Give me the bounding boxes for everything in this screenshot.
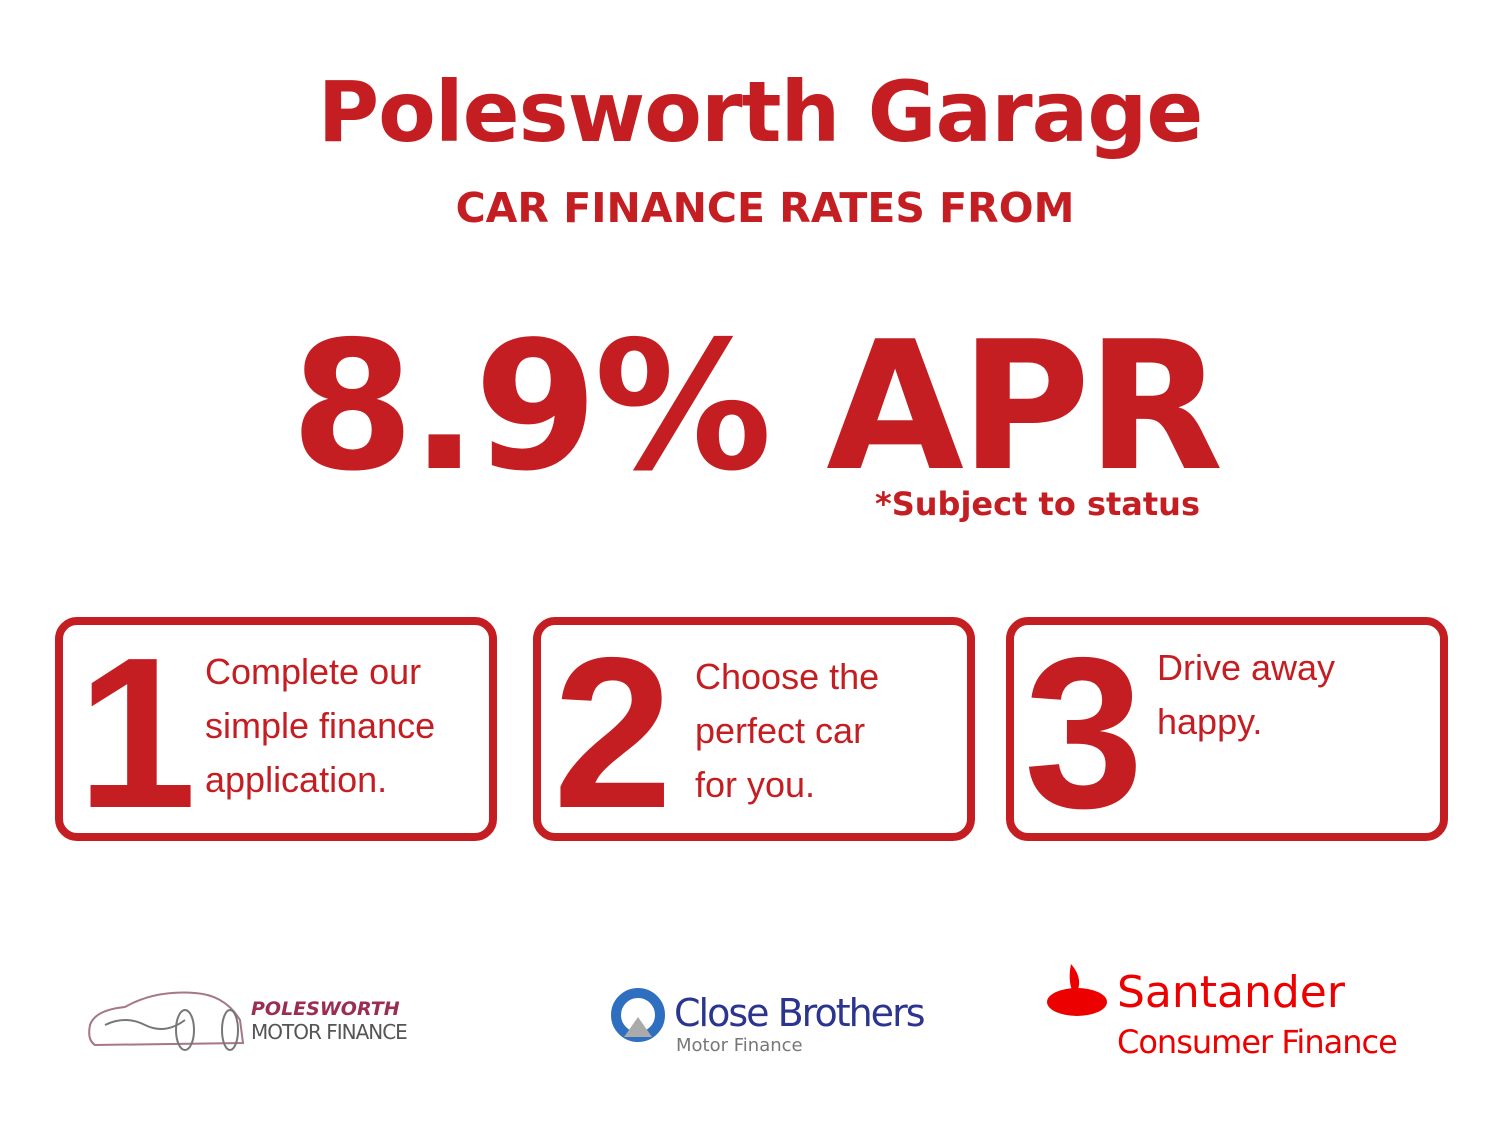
step-line: perfect car: [695, 710, 866, 751]
logo-text: Motor Finance: [676, 1035, 803, 1056]
santander-logo: Santander Consumer Finance: [1045, 960, 1425, 1060]
step-line: Complete our: [205, 651, 422, 692]
logo-text: Consumer Finance: [1117, 1023, 1398, 1061]
subtitle: CAR FINANCE RATES FROM: [455, 184, 1075, 232]
step-line: simple finance: [205, 705, 436, 746]
page-title: Polesworth Garage: [317, 63, 1204, 161]
santander-flame-icon: [1047, 964, 1107, 1016]
status-note: *Subject to status: [874, 485, 1200, 523]
close-brothers-emblem-icon: [611, 988, 665, 1042]
logo-text: POLESWORTH: [251, 998, 400, 1020]
logo-text: Santander: [1117, 967, 1345, 1018]
step-card-2: 2 Choose the perfect car for you.: [533, 617, 975, 841]
step-line: happy.: [1157, 701, 1263, 742]
step-line: Choose the: [695, 656, 880, 697]
step-card-3: 3 Drive away happy.: [1006, 617, 1448, 841]
car-outline-icon: [88, 991, 245, 1051]
apr-rate: 8.9% APR: [290, 303, 1224, 510]
step-text: Drive away happy.: [1157, 641, 1335, 749]
logo-text: Close Brothers: [674, 991, 925, 1035]
step-number: 1: [77, 612, 197, 853]
logo-text: MOTOR FINANCE: [251, 1020, 408, 1044]
step-text: Complete our simple finance application.: [205, 645, 435, 807]
step-line: for you.: [695, 764, 816, 805]
step-number: 3: [1024, 612, 1144, 853]
step-number: 2: [553, 612, 673, 853]
polesworth-motor-finance-logo: POLESWORTH MOTOR FINANCE: [85, 985, 435, 1055]
step-text: Choose the perfect car for you.: [695, 650, 879, 812]
step-card-1: 1 Complete our simple finance applicatio…: [55, 617, 497, 841]
close-brothers-logo: Close Brothers Motor Finance: [610, 985, 950, 1060]
step-line: application.: [205, 759, 388, 800]
step-line: Drive away: [1157, 647, 1336, 688]
